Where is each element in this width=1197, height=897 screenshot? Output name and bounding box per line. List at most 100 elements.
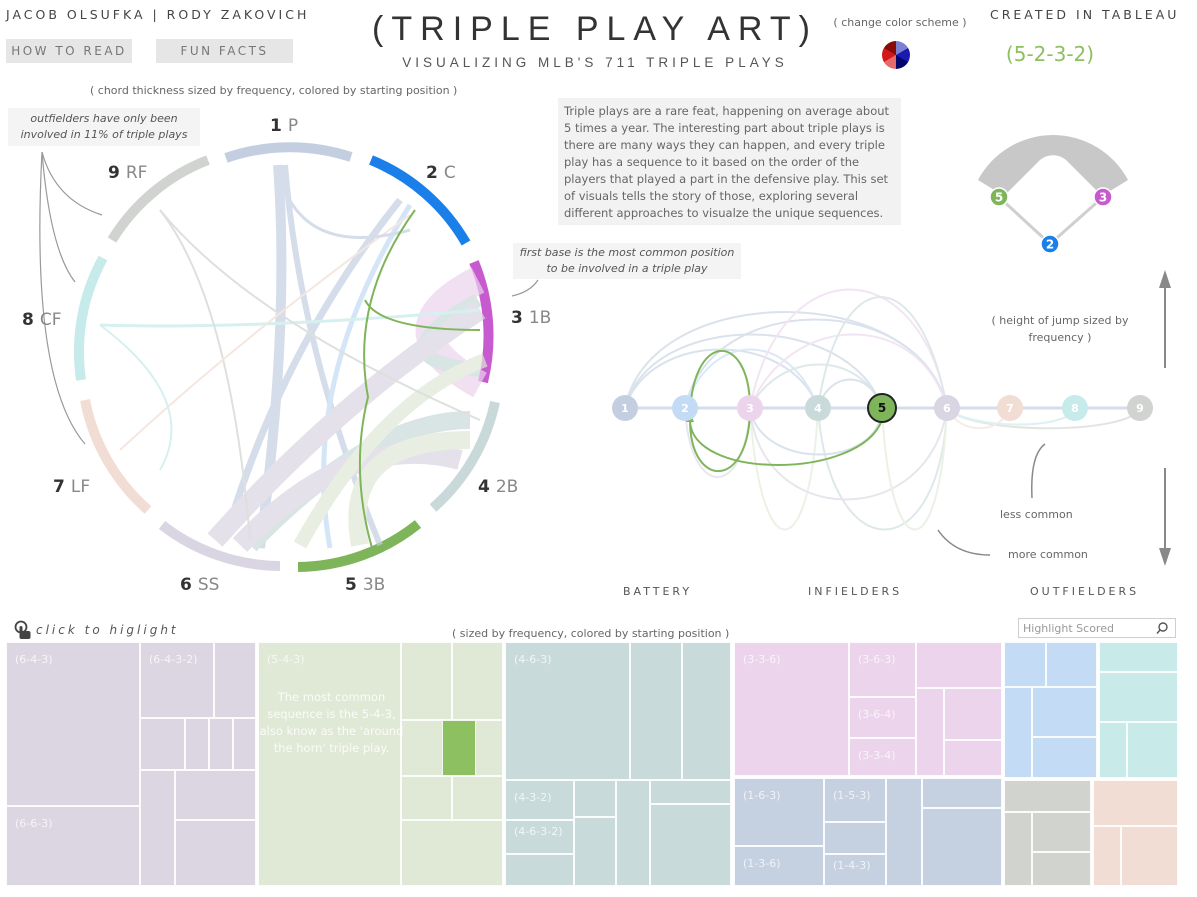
svg-text:4: 4	[814, 402, 822, 415]
treemap-cell[interactable]	[916, 642, 1002, 688]
arc-node-9[interactable]: 9	[1127, 395, 1153, 421]
treemap-group-p[interactable]: (1-6-3) (1-3-6) (1-5-3) (1-4-3)	[734, 778, 1002, 886]
arc-node-2[interactable]: 2	[672, 395, 698, 421]
treemap-cell[interactable]	[1099, 672, 1178, 722]
treemap-cell[interactable]	[140, 718, 185, 770]
treemap-cell[interactable]	[824, 822, 886, 854]
treemap-cell[interactable]	[916, 688, 944, 776]
treemap-cell-1-6-3[interactable]: (1-6-3)	[734, 778, 824, 846]
treemap-cell[interactable]	[209, 718, 233, 770]
treemap-cell[interactable]	[1099, 642, 1178, 672]
ring-arc-3b	[297, 520, 422, 572]
arc-nodes: 1 2 3 4 5 6 7 8 9	[612, 393, 1153, 423]
treemap-cell[interactable]	[922, 778, 1002, 808]
treemap-cell[interactable]	[944, 688, 1002, 740]
arc-node-4[interactable]: 4	[805, 395, 831, 421]
treemap-cell[interactable]	[1004, 780, 1091, 812]
treemap-group-1b[interactable]: (3-3-6) (3-6-3) (3-6-4) (3-3-4)	[734, 642, 1002, 776]
treemap-cell-4-6-3-2[interactable]: (4-6-3-2)	[505, 820, 574, 854]
treemap-cell[interactable]	[1004, 687, 1032, 778]
treemap-cell[interactable]	[1032, 737, 1097, 778]
treemap-cell[interactable]	[1004, 642, 1046, 687]
treemap-cell-6-4-3-2[interactable]: (6-4-3-2)	[140, 642, 214, 718]
treemap-cell[interactable]	[650, 780, 731, 804]
treemap-cell[interactable]	[1093, 826, 1121, 886]
treemap-cell-5-4-3[interactable]: (5-4-3) The most common sequence is the …	[258, 642, 403, 886]
arc-node-8[interactable]: 8	[1062, 395, 1088, 421]
treemap-cell-4-6-3[interactable]: (4-6-3)	[505, 642, 630, 780]
treemap-cell[interactable]	[505, 854, 574, 886]
arc-node-6[interactable]: 6	[934, 395, 960, 421]
treemap-cell[interactable]	[1032, 687, 1097, 737]
treemap-group-c[interactable]	[1004, 642, 1097, 778]
treemap-cell[interactable]	[682, 642, 731, 780]
treemap-cell-3-6-3[interactable]: (3-6-3)	[849, 642, 916, 697]
arc-node-5[interactable]: 5	[867, 393, 897, 423]
treemap-cell[interactable]	[574, 817, 616, 886]
diamond-node-5: 5	[989, 187, 1009, 207]
treemap-cell-6-4-3[interactable]: (6-4-3)	[6, 642, 140, 806]
treemap-cell[interactable]	[886, 778, 922, 886]
highlight-scored-search[interactable]	[1018, 618, 1176, 638]
treemap-cell-1-4-3[interactable]: (1-4-3)	[824, 854, 886, 886]
highlight-scored-input[interactable]	[1019, 619, 1155, 637]
treemap-cell[interactable]	[630, 642, 682, 780]
treemap-cell[interactable]	[401, 642, 452, 720]
treemap-cell[interactable]	[574, 780, 616, 817]
treemap-cell-3-6-4[interactable]: (3-6-4)	[849, 697, 916, 738]
treemap-cell[interactable]	[175, 820, 256, 886]
chord-diagram[interactable]	[0, 0, 560, 610]
treemap-cell[interactable]	[616, 780, 650, 886]
arc-node-7[interactable]: 7	[997, 395, 1023, 421]
svg-text:3: 3	[1099, 191, 1107, 205]
treemap-cell-highlighted[interactable]	[442, 720, 476, 776]
treemap-cell[interactable]	[1093, 780, 1178, 826]
treemap-group-ss[interactable]: (6-4-3) (6-6-3) (6-4-3-2)	[6, 642, 256, 886]
treemap-cell[interactable]	[175, 770, 256, 820]
fun-facts-button[interactable]: FUN FACTS	[156, 39, 293, 63]
treemap-cell[interactable]	[401, 776, 452, 820]
treemap-cell[interactable]	[185, 718, 209, 770]
treemap-cell[interactable]	[214, 642, 256, 718]
treemap-cell[interactable]	[1032, 812, 1091, 852]
treemap-cell[interactable]	[140, 770, 175, 886]
treemap-group-lf[interactable]	[1093, 780, 1178, 886]
outfielders-label: OUTFIELDERS	[1030, 585, 1140, 598]
treemap-cell[interactable]	[233, 718, 256, 770]
ring-arc-cf	[74, 255, 108, 381]
search-icon[interactable]	[1155, 621, 1169, 635]
treemap-cell-1-3-6[interactable]: (1-3-6)	[734, 846, 824, 886]
color-scheme-toggle-icon[interactable]	[882, 41, 910, 69]
field-diagram: 5 3 2	[978, 135, 1128, 254]
treemap-cell[interactable]	[1127, 722, 1178, 778]
treemap-cell[interactable]	[1032, 852, 1091, 886]
treemap-cell-1-5-3[interactable]: (1-5-3)	[824, 778, 886, 822]
treemap-cell[interactable]	[922, 808, 1002, 886]
treemap-cell[interactable]	[401, 820, 503, 886]
how-to-read-button[interactable]: HOW TO READ	[6, 39, 132, 63]
treemap-cell[interactable]	[1099, 722, 1127, 778]
treemap-cell[interactable]	[452, 642, 503, 720]
treemap-cell[interactable]	[944, 740, 1002, 776]
treemap-group-2b[interactable]: (4-6-3) (4-3-2) (4-6-3-2)	[505, 642, 731, 886]
highlighted-chord-2	[364, 299, 481, 331]
treemap-cell[interactable]	[1121, 826, 1178, 886]
svg-text:1: 1	[621, 402, 629, 415]
treemap[interactable]: (6-4-3) (6-6-3) (6-4-3-2) (5-4-3) The mo…	[6, 642, 1178, 886]
more-common-label: more common	[1008, 548, 1088, 561]
treemap-cell[interactable]	[1004, 812, 1032, 886]
treemap-cell-3-3-4[interactable]: (3-3-4)	[849, 738, 916, 776]
treemap-group-cf[interactable]	[1099, 642, 1178, 778]
treemap-cell-4-3-2[interactable]: (4-3-2)	[505, 780, 574, 820]
arc-node-1[interactable]: 1	[612, 395, 638, 421]
treemap-cell[interactable]	[452, 776, 503, 820]
arc-node-3[interactable]: 3	[737, 395, 763, 421]
treemap-group-rf[interactable]	[1004, 780, 1091, 886]
treemap-cell-6-6-3[interactable]: (6-6-3)	[6, 806, 140, 886]
diamond-node-3: 3	[1093, 187, 1113, 207]
treemap-cell-3-3-6[interactable]: (3-3-6)	[734, 642, 849, 776]
arc-diagram[interactable]: 1 2 3 4 5 6 7 8 9	[590, 270, 1190, 580]
treemap-cell[interactable]	[1046, 642, 1097, 687]
treemap-group-3b[interactable]: (5-4-3) The most common sequence is the …	[258, 642, 503, 886]
treemap-cell[interactable]	[650, 804, 731, 886]
